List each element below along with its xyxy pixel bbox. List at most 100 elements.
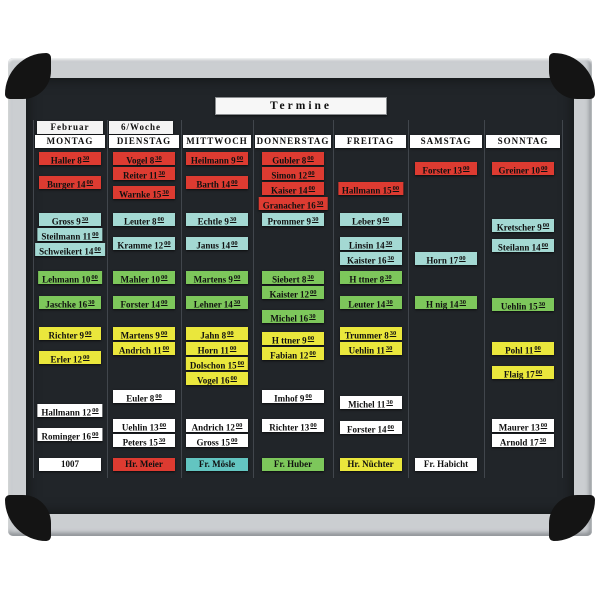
schedule-card[interactable]: Imhof 900 xyxy=(262,390,324,404)
card-label: Euler 8 xyxy=(126,393,155,404)
schedule-card[interactable]: Forster 1400 xyxy=(339,421,402,435)
schedule-card[interactable]: Mahler 1000 xyxy=(113,271,175,285)
schedule-card[interactable]: Arnold 1730 xyxy=(492,434,554,448)
schedule-card[interactable]: Uehlin 1530 xyxy=(492,298,554,312)
schedule-card[interactable]: Richter 1300 xyxy=(262,419,324,433)
schedule-card[interactable]: Warnke 1530 xyxy=(113,186,175,200)
card-minutes: 30 xyxy=(387,255,395,262)
card-label: Andrich 12 xyxy=(191,422,235,433)
card-minutes: 00 xyxy=(161,274,168,281)
card-label: Peters 15 xyxy=(122,437,158,448)
schedule-card[interactable]: Linsin 1430 xyxy=(339,237,402,251)
schedule-card[interactable]: Michel 1630 xyxy=(262,310,324,324)
schedule-card[interactable]: Burger 1400 xyxy=(39,176,101,190)
card-minutes: 30 xyxy=(386,399,393,406)
schedule-card[interactable]: Trummer 830 xyxy=(339,327,402,341)
schedule-card[interactable]: H ttner 900 xyxy=(262,332,324,346)
schedule-card[interactable]: H ttner 830 xyxy=(339,271,402,285)
schedule-card[interactable]: Hr. Meier xyxy=(113,458,175,471)
schedule-card[interactable]: Hr. Nüchter xyxy=(339,458,402,471)
schedule-card[interactable]: Andrich 1100 xyxy=(113,342,175,356)
card-minutes: 00 xyxy=(540,165,548,172)
schedule-card[interactable]: Schweikert 1400 xyxy=(35,243,105,257)
column-divider xyxy=(408,120,409,478)
schedule-card[interactable]: Fr. Mösle xyxy=(186,458,248,471)
schedule-card[interactable]: Reiter 1130 xyxy=(113,167,175,181)
month-plate[interactable]: Februar xyxy=(37,121,103,134)
schedule-card[interactable]: Heilmann 900 xyxy=(186,152,248,166)
schedule-card[interactable]: Steilann 1400 xyxy=(492,239,554,253)
schedule-card[interactable]: Andrich 1200 xyxy=(186,419,248,433)
card-label: Maurer 13 xyxy=(498,422,540,433)
card-label: Andrich 11 xyxy=(118,345,162,356)
schedule-card[interactable]: Gross 1500 xyxy=(186,434,248,448)
schedule-card[interactable]: Pohl 1100 xyxy=(492,342,554,356)
schedule-card[interactable]: Greiner 1000 xyxy=(492,162,554,176)
schedule-card[interactable]: Prommer 930 xyxy=(262,213,324,227)
schedule-card[interactable]: 1007 xyxy=(39,458,101,471)
schedule-card[interactable]: Fabian 1200 xyxy=(262,347,324,361)
schedule-card[interactable]: Martens 900 xyxy=(113,327,175,341)
week-plate[interactable]: 6/Woche xyxy=(109,121,173,134)
schedule-card[interactable]: Echtle 930 xyxy=(186,213,248,227)
schedule-card[interactable]: Kaister 1200 xyxy=(262,286,324,300)
schedule-card[interactable]: Kretscher 900 xyxy=(492,219,554,233)
schedule-card[interactable]: Leuter 1430 xyxy=(339,296,402,310)
schedule-card[interactable]: Fr. Huber xyxy=(262,458,324,471)
schedule-card[interactable]: Dolschon 1500 xyxy=(185,357,249,371)
schedule-card[interactable]: Fr. Habicht xyxy=(415,458,477,471)
schedule-card[interactable]: Flaig 1700 xyxy=(492,366,554,380)
schedule-card[interactable]: Granacher 1630 xyxy=(258,197,328,211)
schedule-card[interactable]: Euler 800 xyxy=(113,390,175,404)
schedule-card[interactable]: Leber 900 xyxy=(339,213,402,227)
column-divider xyxy=(484,120,485,478)
schedule-card[interactable]: Horn 1100 xyxy=(186,342,248,356)
card-label: Imhof 9 xyxy=(274,393,305,404)
column-divider xyxy=(107,120,108,478)
schedule-card[interactable]: Hallmann 1200 xyxy=(37,404,103,418)
card-label: Echtle 9 xyxy=(197,216,229,227)
schedule-card[interactable]: Lehner 1430 xyxy=(186,296,248,310)
schedule-card[interactable]: Vogel 830 xyxy=(113,152,175,166)
card-minutes: 30 xyxy=(459,299,467,306)
schedule-card[interactable]: H nig 1430 xyxy=(415,296,477,310)
schedule-card[interactable]: Vogel 1600 xyxy=(186,372,248,386)
card-minutes: 30 xyxy=(385,274,392,281)
card-label: Michel 11 xyxy=(348,399,386,410)
schedule-card[interactable]: Forster 1300 xyxy=(415,162,477,176)
card-label: Reiter 11 xyxy=(122,170,158,181)
schedule-card[interactable]: Kaister 1630 xyxy=(339,252,402,266)
schedule-card[interactable]: Uehlin 1130 xyxy=(339,342,402,356)
card-minutes: 00 xyxy=(83,354,90,361)
schedule-card[interactable]: Steilmann 1100 xyxy=(37,228,103,242)
card-label: Lehmann 10 xyxy=(42,274,91,285)
schedule-card[interactable]: Maurer 1300 xyxy=(492,419,554,433)
schedule-card[interactable]: Forster 1400 xyxy=(113,296,175,310)
schedule-card[interactable]: Peters 1530 xyxy=(113,434,175,448)
schedule-card[interactable]: Horn 1700 xyxy=(415,252,477,266)
schedule-card[interactable]: Barth 1400 xyxy=(186,176,248,190)
schedule-card[interactable]: Uehlin 1300 xyxy=(113,419,175,433)
schedule-card[interactable]: Janus 1400 xyxy=(186,237,248,251)
schedule-card[interactable]: Gross 930 xyxy=(39,213,101,227)
schedule-card[interactable]: Kaiser 1400 xyxy=(262,182,324,196)
card-minutes: 00 xyxy=(310,289,317,296)
schedule-card[interactable]: Rominger 1600 xyxy=(37,428,103,442)
card-minutes: 30 xyxy=(389,330,397,337)
schedule-card[interactable]: Hallmann 1500 xyxy=(337,182,404,196)
schedule-card[interactable]: Siebert 830 xyxy=(262,271,324,285)
schedule-card[interactable]: Lehmann 1000 xyxy=(38,271,102,285)
schedule-card[interactable]: Simon 1200 xyxy=(262,167,324,181)
day-header: DONNERSTAG xyxy=(255,135,331,148)
card-minutes: 00 xyxy=(230,375,237,382)
schedule-card[interactable]: Richter 900 xyxy=(39,327,101,341)
schedule-card[interactable]: Jahn 800 xyxy=(186,327,248,341)
schedule-card[interactable]: Kramme 1200 xyxy=(113,237,175,251)
schedule-card[interactable]: Michel 1130 xyxy=(339,396,402,410)
schedule-card[interactable]: Gubler 800 xyxy=(262,152,324,166)
schedule-card[interactable]: Martens 900 xyxy=(186,271,248,285)
schedule-card[interactable]: Haller 830 xyxy=(39,152,101,166)
schedule-card[interactable]: Leuter 800 xyxy=(113,213,175,227)
schedule-card[interactable]: Erler 1200 xyxy=(39,351,101,365)
schedule-card[interactable]: Jaschke 1630 xyxy=(39,296,101,310)
